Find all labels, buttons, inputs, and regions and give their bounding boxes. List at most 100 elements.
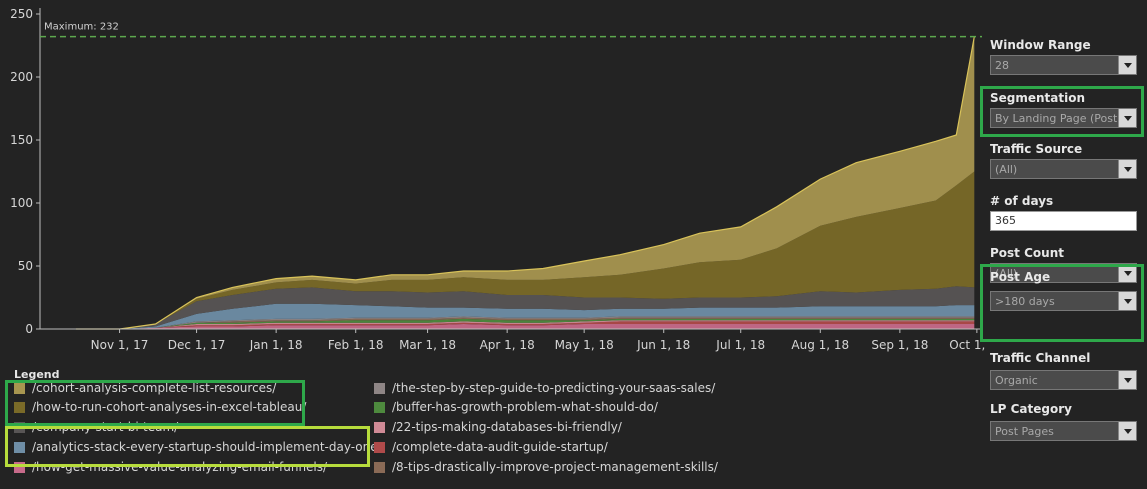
legend-item[interactable]: /analytics-stack-every-startup-should-im…: [14, 438, 382, 456]
y-tick-label: 0: [25, 322, 33, 336]
traffic-source-control: Traffic Source (All): [990, 141, 1140, 179]
window-range-label: Window Range: [990, 38, 1091, 52]
legend-label: /company-start-bi-team/: [32, 420, 179, 434]
post-count-dropdown[interactable]: (All): [990, 263, 1137, 283]
legend-swatch: [14, 421, 25, 433]
area-chart: 0 50 100 150 200 250 Nov 1, 17 Dec 1, 17 Jan 1,…: [10, 7, 985, 352]
x-tick-label: Feb 1, 18: [328, 338, 384, 352]
legend-item[interactable]: /complete-data-audit-guide-startup/: [374, 438, 608, 456]
traffic-channel-value: Organic: [995, 373, 1038, 387]
traffic-source-value: (All): [995, 162, 1018, 176]
x-tick-label: Jan 1, 18: [249, 338, 303, 352]
post-count-label: Post Count: [990, 246, 1064, 260]
legend-label: /how-get-massive-value-analyzing-email-f…: [32, 460, 328, 474]
chevron-down-icon[interactable]: [1118, 422, 1136, 440]
chevron-down-icon[interactable]: [1118, 292, 1136, 310]
x-tick-label: Dec 1, 17: [168, 338, 226, 352]
legend-label: /22-tips-making-databases-bi-friendly/: [392, 420, 622, 434]
legend-label: /8-tips-drastically-improve-project-mana…: [392, 460, 718, 474]
x-tick-label: Apr 1, 18: [480, 338, 535, 352]
post-age-value: >180 days: [995, 294, 1055, 308]
legend-item[interactable]: /cohort-analysis-complete-list-resources…: [14, 379, 276, 397]
area-series-5[interactable]: [75, 316, 975, 329]
chevron-down-icon[interactable]: [1118, 371, 1136, 389]
maximum-reference-label: Maximum: 232: [44, 22, 119, 33]
window-range-dropdown[interactable]: 28: [990, 55, 1137, 75]
chevron-down-icon[interactable]: [1118, 56, 1136, 74]
post-age-control: Post Age >180 days: [990, 268, 1140, 311]
y-tick-label: 150: [10, 133, 33, 147]
traffic-channel-control: Traffic Channel Organic: [990, 350, 1140, 390]
legend-label: /the-step-by-step-guide-to-predicting-yo…: [392, 381, 716, 395]
lp-category-label: LP Category: [990, 402, 1072, 416]
legend-swatch: [14, 401, 25, 413]
legend-swatch: [374, 461, 385, 473]
segmentation-label: Segmentation: [990, 91, 1086, 105]
window-range-value: 28: [995, 58, 1009, 72]
legend-label: /complete-data-audit-guide-startup/: [392, 440, 608, 454]
legend-swatch: [374, 401, 385, 413]
segmentation-value: By Landing Page (Post): [995, 111, 1118, 125]
legend-label: /buffer-has-growth-problem-what-should-d…: [392, 400, 658, 414]
legend-swatch: [374, 382, 385, 394]
segmentation-control: Segmentation By Landing Page (Post): [990, 90, 1140, 128]
y-tick-label: 100: [10, 196, 33, 210]
post-age-dropdown[interactable]: >180 days: [990, 291, 1137, 311]
area-series-6[interactable]: [75, 303, 975, 329]
legend-item[interactable]: /8-tips-drastically-improve-project-mana…: [374, 458, 718, 476]
post-count-value: (All): [995, 266, 1018, 280]
x-tick-label: Aug 1, 18: [791, 338, 849, 352]
stacked-areas: [75, 36, 975, 330]
num-days-input[interactable]: 365: [990, 211, 1137, 231]
traffic-channel-label: Traffic Channel: [990, 351, 1091, 365]
lp-category-control: LP Category Post Pages: [990, 401, 1140, 441]
area-series-4[interactable]: [75, 317, 975, 329]
area-series-7[interactable]: [75, 286, 975, 329]
legend-item[interactable]: /buffer-has-growth-problem-what-should-d…: [374, 398, 658, 416]
legend-label: /cohort-analysis-complete-list-resources…: [32, 381, 277, 395]
legend-item[interactable]: /company-start-bi-team/: [14, 418, 178, 436]
total-outline: [75, 36, 975, 330]
legend-title: Legend: [14, 368, 60, 381]
area-series-1[interactable]: [75, 321, 975, 329]
legend-label: /how-to-run-cohort-analyses-in-excel-tab…: [32, 400, 307, 414]
num-days-label: # of days: [990, 194, 1054, 208]
legend-swatch: [374, 421, 385, 433]
legend-swatch: [14, 382, 25, 394]
area-series-3[interactable]: [75, 318, 975, 329]
x-tick-label: Jun 1, 18: [636, 338, 690, 352]
legend-swatch: [374, 441, 385, 453]
legend-item[interactable]: /how-get-massive-value-analyzing-email-f…: [14, 458, 327, 476]
area-series-9[interactable]: [75, 36, 975, 329]
x-axis: Nov 1, 17 Dec 1, 17 Jan 1, 18 Feb 1, 18 Mar …: [40, 328, 985, 352]
y-tick-label: 250: [10, 7, 33, 21]
y-tick-label: 200: [10, 70, 33, 84]
post-age-label: Post Age: [990, 270, 1051, 284]
chevron-down-icon[interactable]: [1118, 109, 1136, 127]
legend-swatch: [14, 461, 25, 473]
legend-item[interactable]: /the-step-by-step-guide-to-predicting-yo…: [374, 379, 715, 397]
x-tick-label: Jul 1, 18: [715, 338, 765, 352]
traffic-source-dropdown[interactable]: (All): [990, 159, 1137, 179]
window-range-control: Window Range 28: [990, 37, 1140, 75]
traffic-channel-dropdown[interactable]: Organic: [990, 370, 1137, 390]
post-count-control: Post Count (All): [990, 245, 1140, 283]
x-tick-label: Oct 1, 18: [949, 338, 985, 352]
legend-item[interactable]: /how-to-run-cohort-analyses-in-excel-tab…: [14, 398, 306, 416]
area-series-8[interactable]: [75, 171, 975, 330]
lp-category-value: Post Pages: [995, 424, 1054, 438]
chevron-down-icon[interactable]: [1118, 264, 1136, 282]
lp-category-dropdown[interactable]: Post Pages: [990, 421, 1137, 441]
area-series-0[interactable]: [75, 324, 975, 329]
y-axis: 0 50 100 150 200 250: [10, 7, 41, 336]
x-tick-label: Nov 1, 17: [91, 338, 149, 352]
x-tick-label: May 1, 18: [555, 338, 614, 352]
segmentation-dropdown[interactable]: By Landing Page (Post): [990, 108, 1137, 128]
y-tick-label: 50: [18, 259, 33, 273]
chevron-down-icon[interactable]: [1118, 160, 1136, 178]
legend-swatch: [14, 441, 25, 453]
area-series-2[interactable]: [75, 320, 975, 329]
num-days-control: # of days 365: [990, 193, 1140, 231]
legend-item[interactable]: /22-tips-making-databases-bi-friendly/: [374, 418, 622, 436]
traffic-source-label: Traffic Source: [990, 142, 1083, 156]
